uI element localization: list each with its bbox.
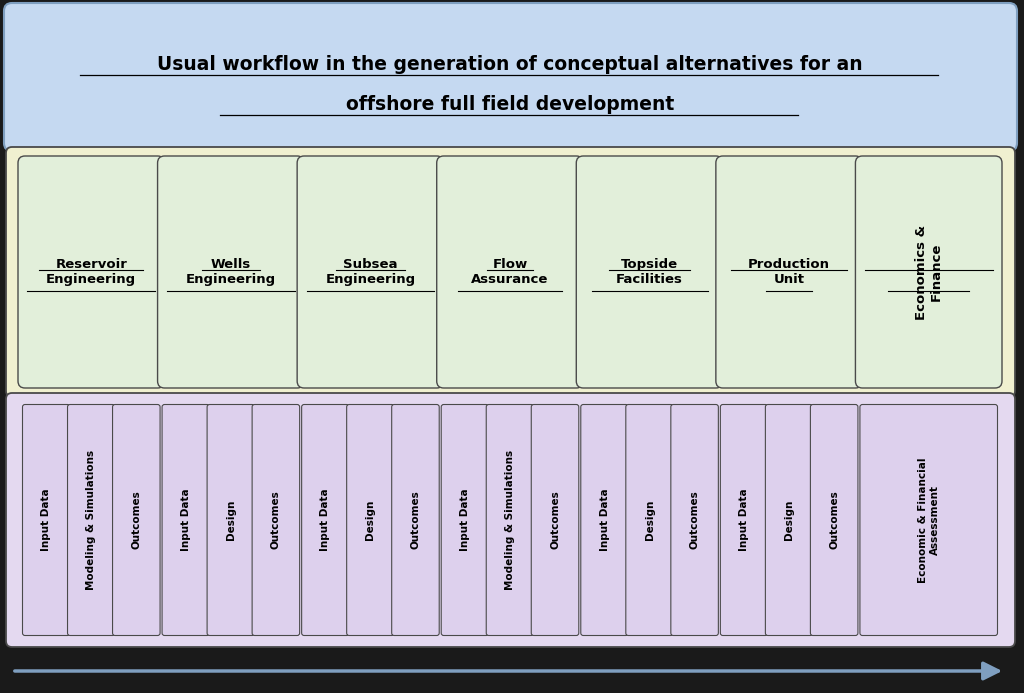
FancyBboxPatch shape	[207, 405, 255, 635]
Text: Flow
Assurance: Flow Assurance	[471, 258, 549, 286]
Text: Design: Design	[366, 500, 376, 540]
FancyBboxPatch shape	[297, 156, 443, 388]
FancyBboxPatch shape	[855, 156, 1002, 388]
Text: Input Data: Input Data	[599, 489, 609, 552]
FancyBboxPatch shape	[486, 405, 534, 635]
Text: Reservoir
Engineering: Reservoir Engineering	[46, 258, 136, 286]
Text: Economics &
Finance: Economics & Finance	[914, 225, 943, 319]
Text: Modeling & Simulations: Modeling & Simulations	[86, 450, 96, 590]
Text: Outcomes: Outcomes	[411, 491, 421, 550]
Text: Input Data: Input Data	[41, 489, 51, 552]
FancyBboxPatch shape	[581, 405, 629, 635]
FancyBboxPatch shape	[716, 156, 862, 388]
FancyBboxPatch shape	[671, 405, 719, 635]
FancyBboxPatch shape	[252, 405, 300, 635]
Text: Topside
Facilities: Topside Facilities	[616, 258, 683, 286]
FancyBboxPatch shape	[347, 405, 394, 635]
FancyBboxPatch shape	[68, 405, 115, 635]
FancyBboxPatch shape	[4, 3, 1017, 151]
Text: Design: Design	[784, 500, 795, 540]
FancyBboxPatch shape	[23, 405, 70, 635]
FancyBboxPatch shape	[158, 156, 304, 388]
FancyBboxPatch shape	[765, 405, 813, 635]
Text: Economic & Financial
Assessment: Economic & Financial Assessment	[918, 457, 939, 583]
Text: Input Data: Input Data	[181, 489, 190, 552]
FancyBboxPatch shape	[302, 405, 349, 635]
FancyBboxPatch shape	[6, 147, 1015, 397]
FancyBboxPatch shape	[810, 405, 858, 635]
Text: Outcomes: Outcomes	[550, 491, 560, 550]
Text: offshore full field development: offshore full field development	[346, 96, 674, 114]
FancyBboxPatch shape	[441, 405, 488, 635]
Text: Usual workflow in the generation of conceptual alternatives for an: Usual workflow in the generation of conc…	[158, 55, 863, 75]
Text: Outcomes: Outcomes	[829, 491, 839, 550]
FancyBboxPatch shape	[436, 156, 584, 388]
FancyBboxPatch shape	[531, 405, 579, 635]
Text: Outcomes: Outcomes	[271, 491, 281, 550]
FancyBboxPatch shape	[162, 405, 210, 635]
FancyBboxPatch shape	[6, 393, 1015, 647]
Text: Wells
Engineering: Wells Engineering	[185, 258, 275, 286]
FancyBboxPatch shape	[577, 156, 723, 388]
Text: Modeling & Simulations: Modeling & Simulations	[505, 450, 515, 590]
Text: Input Data: Input Data	[321, 489, 331, 552]
Text: Outcomes: Outcomes	[131, 491, 141, 550]
Text: Outcomes: Outcomes	[689, 491, 699, 550]
Text: Input Data: Input Data	[460, 489, 470, 552]
FancyBboxPatch shape	[860, 405, 997, 635]
FancyBboxPatch shape	[392, 405, 439, 635]
Text: Production
Unit: Production Unit	[749, 258, 830, 286]
Text: Input Data: Input Data	[739, 489, 750, 552]
FancyBboxPatch shape	[18, 156, 165, 388]
FancyBboxPatch shape	[720, 405, 768, 635]
FancyBboxPatch shape	[626, 405, 674, 635]
Text: Design: Design	[226, 500, 236, 540]
Text: Design: Design	[644, 500, 654, 540]
Text: Subsea
Engineering: Subsea Engineering	[326, 258, 416, 286]
FancyBboxPatch shape	[113, 405, 160, 635]
